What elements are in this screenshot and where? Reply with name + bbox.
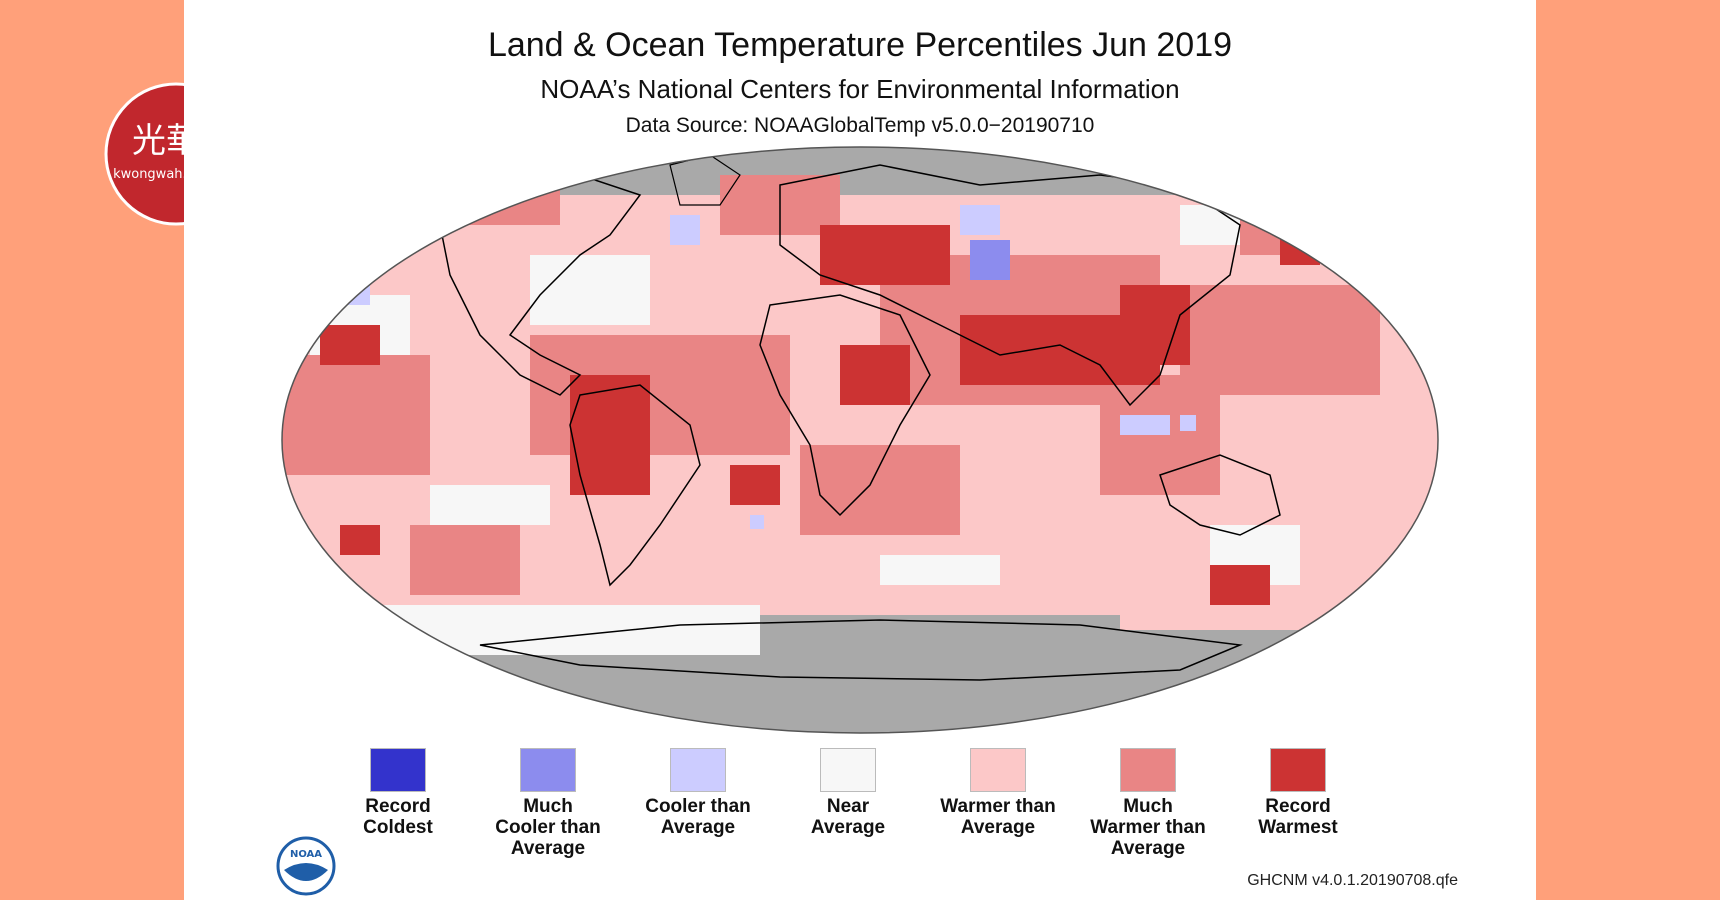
legend-item-near-average: Near Average [773, 748, 923, 838]
legend-item-record-warmest: Record Warmest [1223, 748, 1373, 838]
legend-label: Much Warmer than Average [1090, 796, 1206, 859]
map-title: Land & Ocean Temperature Percentiles Jun… [487, 26, 1233, 64]
legend-swatch [820, 748, 876, 792]
legend-label: Warmer than Average [940, 796, 1056, 838]
map-panel: Land & Ocean Temperature Percentiles Jun… [184, 0, 1536, 900]
right-margin-band [1536, 0, 1720, 900]
legend-item-cooler: Cooler than Average [623, 748, 773, 838]
legend-item-warmer: Warmer than Average [923, 748, 1073, 838]
legend-item-much-warmer: Much Warmer than Average [1073, 748, 1223, 859]
legend-swatch [1270, 748, 1326, 792]
version-note: GHCNM v4.0.1.20190708.qfe [1247, 872, 1458, 889]
map-subtitle: NOAA’s National Centers for Environmenta… [540, 74, 1180, 104]
legend-item-record-coldest: Record Coldest [323, 748, 473, 838]
legend-label: Record Warmest [1258, 796, 1338, 838]
legend-swatch [370, 748, 426, 792]
noaa-logo: NOAA [276, 836, 336, 896]
legend-swatch [520, 748, 576, 792]
world-percentile-map [281, 146, 1439, 734]
legend-label: Near Average [810, 796, 886, 838]
legend-swatch [670, 748, 726, 792]
data-source: Data Source: NOAAGlobalTemp v5.0.0−20190… [625, 114, 1095, 137]
legend-swatch [970, 748, 1026, 792]
legend-label: Much Cooler than Average [495, 796, 601, 859]
legend-swatch [1120, 748, 1176, 792]
legend-label: Cooler than Average [645, 796, 751, 838]
legend-label: Record Coldest [363, 796, 433, 838]
legend-item-much-cooler: Much Cooler than Average [473, 748, 623, 859]
noaa-logo-text: NOAA [290, 849, 322, 860]
color-legend: Record Coldest Much Cooler than Average … [184, 748, 1536, 868]
